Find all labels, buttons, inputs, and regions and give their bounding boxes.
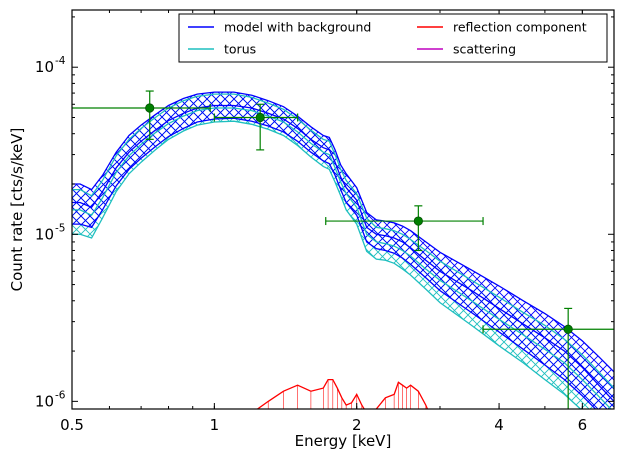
y-tick-label: 10	[35, 392, 54, 410]
reflection-component-line	[256, 378, 429, 409]
torus-upper-line	[72, 93, 614, 389]
x-axis-label: Energy [keV]	[295, 432, 392, 450]
x-tick-label: 6	[578, 416, 588, 434]
x-tick-label: 4	[494, 416, 504, 434]
y-tick-label-exponent: -4	[55, 55, 66, 67]
y-tick-label: 10	[35, 225, 54, 243]
plot-frame	[71, 9, 615, 410]
data-points	[72, 90, 614, 409]
legend-label-reflection-component: reflection component	[453, 20, 587, 35]
y-tick-label-exponent: -5	[55, 222, 65, 234]
torus-central-line	[72, 107, 612, 409]
legend: model with background torus reflection com…	[178, 13, 608, 63]
legend-label-model-with-background: model with background	[224, 20, 371, 35]
torus-lower-line	[72, 120, 582, 409]
y-tick-label: 10	[35, 58, 54, 76]
y-tick-label-exponent: -6	[55, 389, 66, 401]
x-tick-label: 1	[210, 416, 220, 434]
y-axis-label: Count rate [cts/s/keV]	[8, 128, 26, 292]
legend-label-torus: torus	[224, 42, 256, 57]
x-tick-label: 2	[352, 416, 362, 434]
model-with-background-lower-line	[72, 117, 597, 409]
model-lines	[72, 91, 614, 409]
data-point-marker	[413, 216, 423, 226]
model-with-background-band	[72, 92, 614, 409]
legend-label-scattering: scattering	[453, 42, 516, 57]
legend-box	[178, 13, 608, 63]
data-point-marker	[563, 324, 573, 334]
confidence-bands	[72, 92, 614, 409]
x-tick-label: 0.5	[60, 416, 84, 434]
model-with-background-upper-line	[72, 91, 614, 373]
data-point-marker	[145, 103, 155, 113]
data-point-marker	[255, 112, 265, 123]
axis-tick-labels: 0.5 1 2 4 610-610-510-4	[35, 55, 587, 434]
model-with-background-central-line	[72, 104, 614, 402]
